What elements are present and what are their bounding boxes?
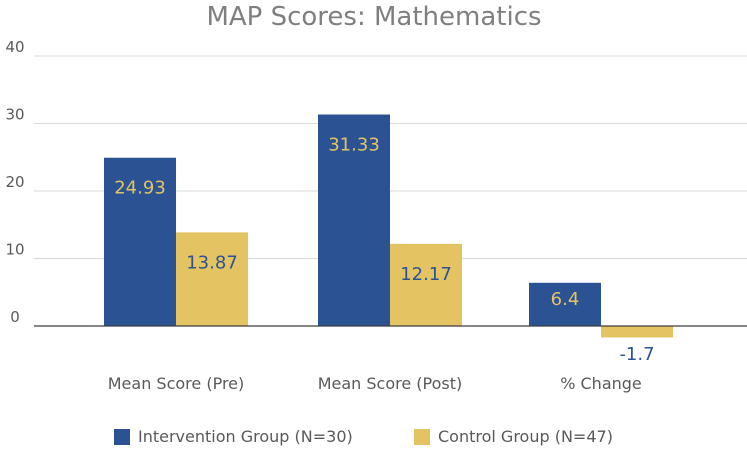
category-label: Mean Score (Pre) <box>108 374 245 393</box>
y-tick-label: 10 <box>5 241 24 259</box>
data-label: 6.4 <box>551 289 580 310</box>
legend-label: Control Group (N=47) <box>438 427 613 446</box>
y-tick-label: 20 <box>5 173 24 191</box>
legend-label: Intervention Group (N=30) <box>138 427 353 446</box>
bar-control <box>176 232 248 326</box>
legend-swatch <box>414 429 430 445</box>
bars <box>104 114 673 338</box>
data-label: 24.93 <box>114 178 166 199</box>
data-label: -1.7 <box>619 344 654 365</box>
category-label: Mean Score (Post) <box>318 374 463 393</box>
y-tick-label: 30 <box>5 106 24 124</box>
data-label: 31.33 <box>328 135 380 156</box>
data-label: 13.87 <box>186 252 238 273</box>
chart-title: MAP Scores: Mathematics <box>206 2 541 32</box>
y-axis: 0 10 20 30 40 <box>5 38 24 326</box>
bar-control <box>601 326 673 338</box>
data-labels: 24.93 31.33 6.4 13.87 12.17 -1.7 <box>114 135 654 365</box>
bar-intervention <box>104 157 176 326</box>
category-label: % Change <box>560 374 642 393</box>
x-axis: Mean Score (Pre) Mean Score (Post) % Chang… <box>108 374 642 393</box>
legend: Intervention Group (N=30) Control Group (… <box>114 427 613 446</box>
y-tick-label: 40 <box>5 38 24 56</box>
bar-intervention <box>529 282 601 326</box>
bar-control <box>390 243 462 326</box>
data-label: 12.17 <box>400 264 452 285</box>
y-tick-label: 0 <box>10 308 20 326</box>
legend-swatch <box>114 429 130 445</box>
bar-intervention <box>318 114 390 327</box>
